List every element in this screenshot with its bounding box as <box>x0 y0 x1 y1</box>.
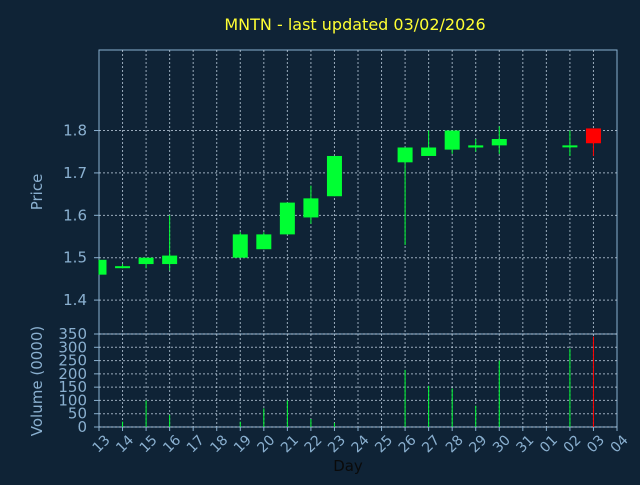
candle <box>326 155 342 197</box>
candle-body <box>138 257 154 265</box>
candles <box>98 126 601 275</box>
candle <box>491 126 507 154</box>
x-tick-label: 26 <box>396 432 420 456</box>
volume-tick-label: 250 <box>58 352 87 370</box>
x-tick-label: 20 <box>255 432 279 456</box>
price-y-ticks: 1.4 1.5 1.6 1.7 1.8 <box>63 122 99 309</box>
candle-body <box>256 234 272 250</box>
price-grid <box>99 50 617 334</box>
x-tick-label: 04 <box>608 432 632 456</box>
x-tick-label: 18 <box>207 432 231 456</box>
candle <box>397 147 413 245</box>
candle <box>303 185 319 224</box>
candle-body <box>303 198 319 218</box>
volume-grid <box>99 333 617 428</box>
price-tick-label: 1.6 <box>63 206 87 224</box>
x-tick-label: 28 <box>443 432 467 456</box>
candle <box>115 264 131 269</box>
x-tick-label: 21 <box>278 432 302 456</box>
candle-body <box>115 266 131 269</box>
volume-tick-label: 350 <box>58 325 87 343</box>
candle <box>585 128 601 156</box>
x-tick-label: 01 <box>537 432 561 456</box>
candle-body <box>562 145 578 148</box>
x-tick-label: 15 <box>137 432 161 456</box>
x-axis-label: Day <box>333 457 363 475</box>
volume-axis-label: Volume (0000) <box>28 326 46 436</box>
candle <box>562 130 578 156</box>
candle-body <box>491 139 507 146</box>
volume-tick-label: 100 <box>58 391 87 409</box>
x-tick-label: 31 <box>514 432 538 456</box>
candle-body <box>444 130 460 150</box>
candle-body <box>326 155 342 197</box>
candle-body <box>99 259 107 275</box>
x-ticks: 13 14 15 16 17 18 19 20 21 22 23 24 25 26 27 28 29 30 31 01… <box>90 427 632 456</box>
candle-body <box>279 202 295 235</box>
volume-tick-label: 50 <box>68 405 87 423</box>
volume-tick-label: 300 <box>58 338 87 356</box>
candle <box>98 259 107 275</box>
price-axis-label: Price <box>28 174 46 211</box>
x-tick-label: 03 <box>584 432 608 456</box>
candle <box>468 139 484 152</box>
x-tick-label: 27 <box>419 432 443 456</box>
x-tick-label: 02 <box>561 432 585 456</box>
volume-tick-label: 200 <box>58 365 87 383</box>
x-tick-label: 14 <box>113 432 137 456</box>
price-tick-label: 1.5 <box>63 249 87 267</box>
volume-tick-label: 0 <box>77 418 87 436</box>
x-tick-label: 17 <box>184 432 208 456</box>
price-tick-label: 1.4 <box>63 291 87 309</box>
x-tick-label: 25 <box>372 432 396 456</box>
x-tick-label: 24 <box>349 432 373 456</box>
x-tick-label: 22 <box>302 432 326 456</box>
candle <box>162 215 178 271</box>
x-tick-label: 13 <box>90 432 114 456</box>
candle-body <box>232 234 248 258</box>
x-tick-label: 19 <box>231 432 255 456</box>
candle-body <box>468 145 484 148</box>
price-tick-label: 1.8 <box>63 122 87 140</box>
candle <box>232 232 248 258</box>
candle <box>279 202 295 235</box>
x-tick-label: 16 <box>160 432 184 456</box>
x-tick-label: 23 <box>325 432 349 456</box>
x-tick-label: 30 <box>490 432 514 456</box>
candle <box>421 130 437 156</box>
candle-body <box>585 128 601 144</box>
x-tick-label: 29 <box>466 432 490 456</box>
candle <box>256 232 272 250</box>
volume-bars <box>122 336 594 427</box>
price-tick-label: 1.7 <box>63 164 87 182</box>
candle <box>138 257 154 269</box>
volume-tick-label: 150 <box>58 378 87 396</box>
candle-body <box>162 255 178 265</box>
chart-title: MNTN - last updated 03/02/2026 <box>224 15 485 34</box>
candle-body <box>421 147 437 156</box>
candle <box>444 130 460 154</box>
candle-body <box>397 147 413 163</box>
